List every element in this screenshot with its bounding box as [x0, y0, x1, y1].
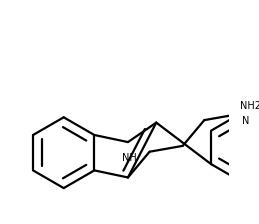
- Text: NH2: NH2: [240, 101, 259, 111]
- Text: NH: NH: [122, 153, 137, 163]
- Text: N: N: [242, 116, 249, 126]
